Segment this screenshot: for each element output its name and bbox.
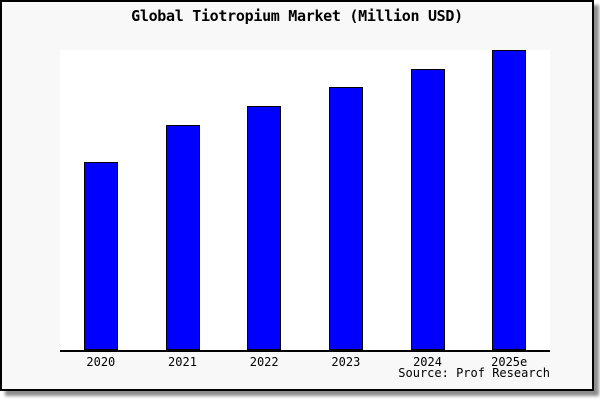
x-tick-label-2022: 2022 — [249, 355, 279, 369]
bar-2023 — [328, 87, 363, 350]
plot-area — [60, 50, 550, 352]
x-tick-label-2023: 2023 — [331, 355, 361, 369]
x-tick-label-2025e: 2025e — [491, 355, 528, 369]
x-tick-label-2024: 2024 — [413, 355, 442, 369]
bar-2024 — [410, 69, 445, 350]
bar-2021 — [165, 125, 200, 350]
bar-2022 — [247, 106, 282, 350]
chart-frame: Global Tiotropium Market (Million USD) 2… — [0, 0, 594, 391]
source-note: Source: Prof Research — [398, 366, 550, 380]
chart-title: Global Tiotropium Market (Million USD) — [131, 7, 463, 25]
bar-2020 — [83, 162, 118, 350]
x-tick-label-2021: 2021 — [168, 355, 197, 369]
bar-2025e — [492, 50, 527, 350]
x-axis-labels: 2020 2021 2022 2023 2024 2025e — [60, 355, 550, 369]
x-tick-label-2020: 2020 — [86, 355, 116, 369]
